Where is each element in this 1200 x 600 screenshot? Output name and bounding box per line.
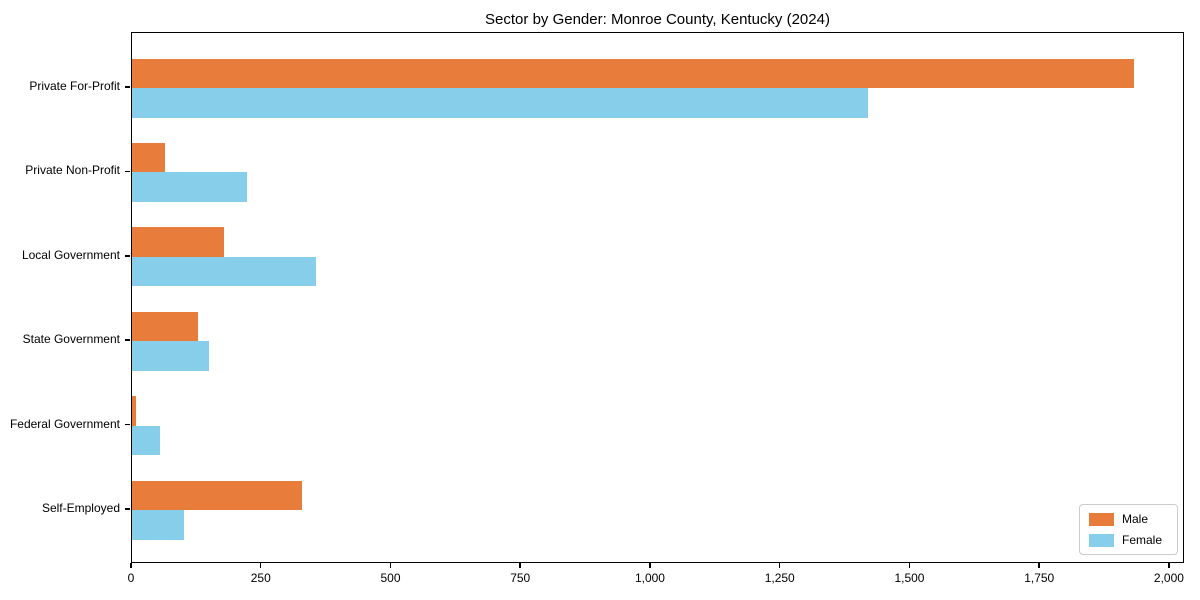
bar-male-1	[132, 142, 166, 173]
y-tick-label: Local Government	[21, 247, 120, 262]
y-tick-label: Private For-Profit	[29, 79, 120, 93]
x-tick-mark	[1168, 563, 1170, 568]
legend-swatch	[1088, 512, 1114, 526]
bar-female-4	[132, 425, 160, 456]
bar-female-0	[132, 88, 868, 118]
plot-area: Male Female	[131, 32, 1184, 563]
y-tick-mark	[125, 170, 130, 173]
bar-male-0	[132, 58, 1134, 88]
x-tick-label: 0	[127, 571, 135, 585]
y-tick-label: Self-Employed	[41, 501, 120, 515]
legend: Male Female	[1078, 504, 1178, 555]
x-tick-mark	[259, 563, 262, 568]
bar-female-3	[132, 341, 209, 371]
bar-male-5	[132, 480, 303, 510]
y-tick-mark	[125, 86, 130, 88]
x-tick-label: 1,000	[634, 571, 665, 585]
x-tick-label: 1,750	[1024, 571, 1055, 585]
y-tick-mark	[125, 255, 130, 257]
bar-female-1	[132, 172, 248, 202]
bar-female-2	[132, 256, 316, 287]
legend-item: Female	[1088, 533, 1168, 547]
legend-swatch	[1088, 533, 1114, 547]
y-tick-mark	[125, 339, 130, 341]
chart-title: Sector by Gender: Monroe County, Kentuck…	[485, 11, 830, 28]
legend-item: Male	[1088, 512, 1168, 526]
y-tick-mark	[125, 423, 130, 426]
y-tick-label: Federal Government	[9, 416, 120, 431]
x-tick-mark	[1038, 563, 1040, 568]
x-tick-label: 1,500	[894, 571, 925, 585]
bar-female-5	[132, 510, 184, 540]
bar-male-4	[132, 396, 137, 426]
x-tick-mark	[649, 563, 651, 568]
x-tick-mark	[130, 563, 132, 568]
x-tick-mark	[519, 563, 521, 568]
y-tick-label: State Government	[22, 332, 120, 347]
x-tick-label: 750	[510, 571, 531, 585]
x-tick-label: 250	[250, 571, 271, 585]
y-tick-mark	[125, 508, 130, 510]
x-tick-mark	[908, 563, 911, 568]
x-tick-label: 500	[380, 571, 401, 585]
bar-male-2	[132, 227, 224, 257]
x-tick-label: 1,250	[764, 571, 795, 585]
y-tick-label: Private Non-Profit	[25, 163, 120, 178]
x-tick-mark	[389, 563, 392, 568]
legend-label: Female	[1121, 533, 1162, 547]
x-tick-label: 2,000	[1153, 571, 1184, 585]
x-tick-mark	[778, 563, 781, 568]
bar-male-3	[132, 311, 198, 342]
legend-label: Male	[1121, 512, 1148, 526]
